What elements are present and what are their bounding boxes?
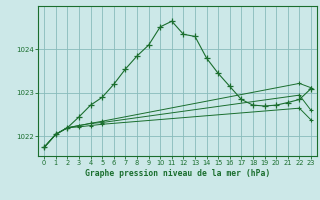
X-axis label: Graphe pression niveau de la mer (hPa): Graphe pression niveau de la mer (hPa) (85, 169, 270, 178)
